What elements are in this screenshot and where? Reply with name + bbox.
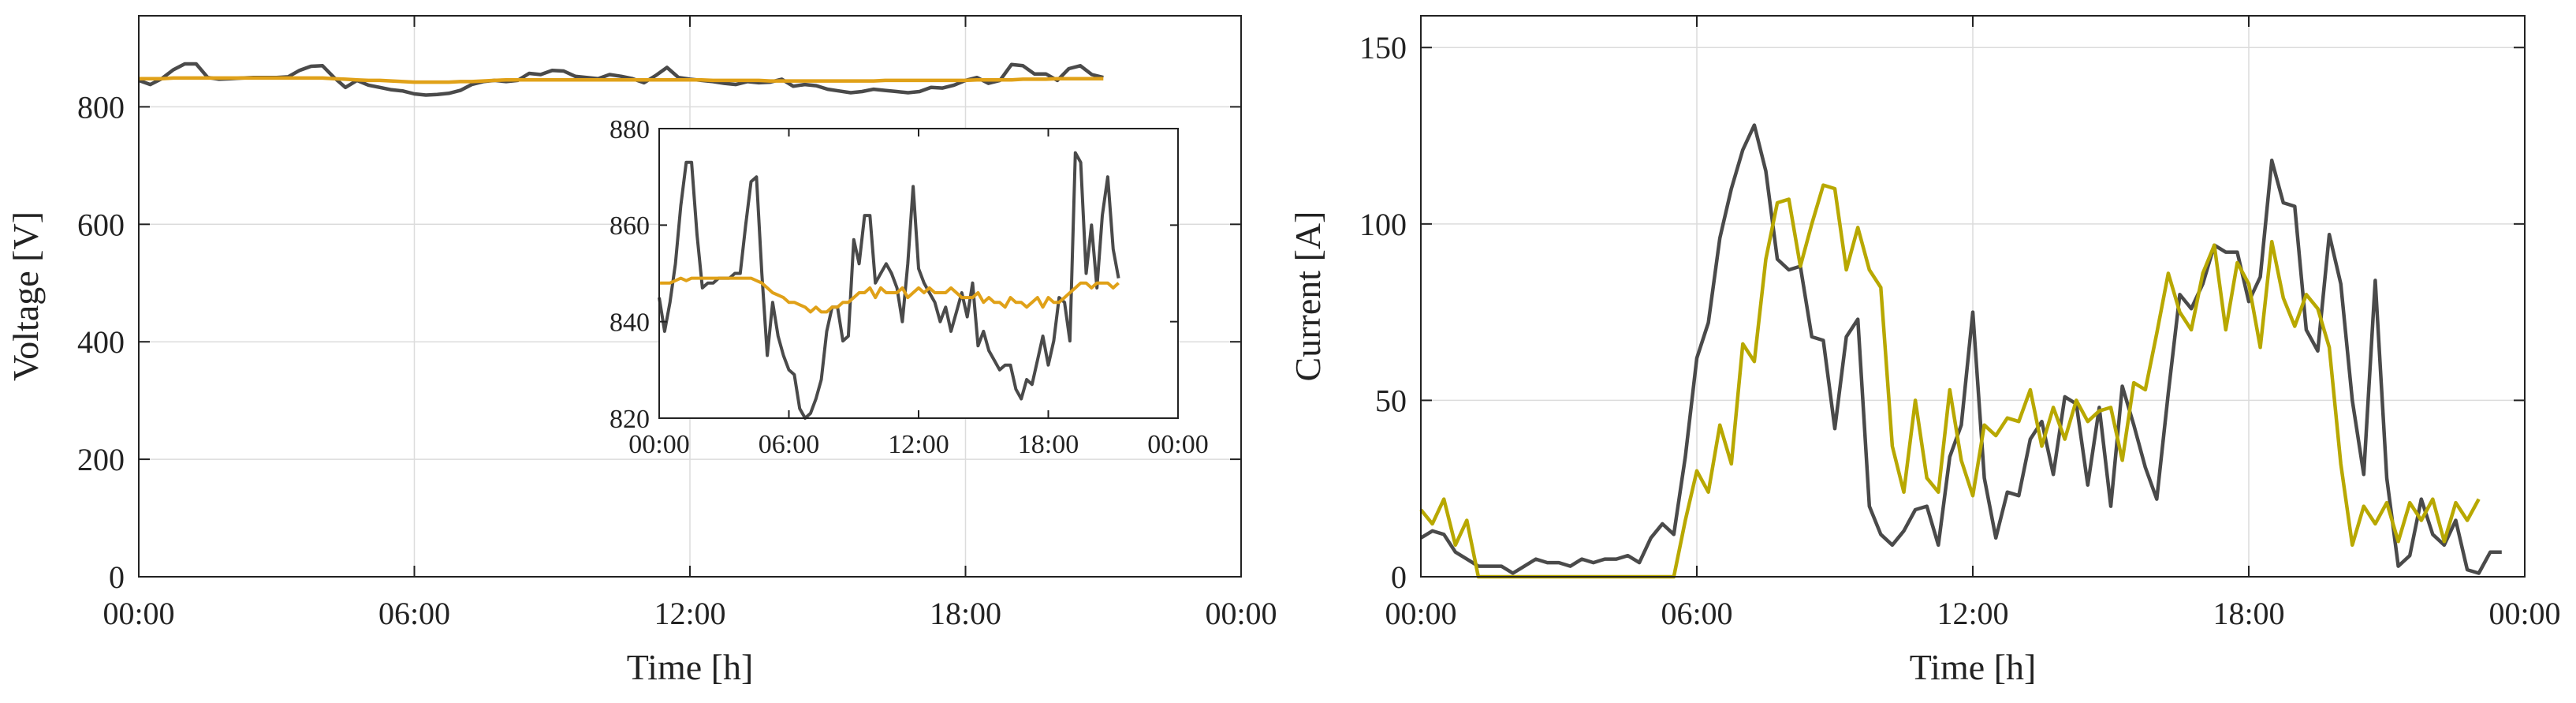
y-tick-label: 860	[610, 211, 650, 241]
y-tick-label: 840	[610, 308, 650, 338]
x-tick-label: 00:00	[1147, 430, 1208, 459]
y-tick-label: 400	[77, 324, 125, 360]
x-tick-label: 18:00	[1018, 430, 1079, 459]
series-line-1	[1419, 123, 2502, 575]
x-tick-label: 00:00	[103, 596, 174, 631]
x-tick-label: 00:00	[1205, 596, 1277, 631]
x-tick-label: 00:00	[2488, 596, 2560, 631]
x-axis-label: Time [h]	[1910, 647, 2037, 687]
y-tick-label: 0	[109, 559, 125, 595]
x-tick-label: 06:00	[378, 596, 450, 631]
plot-area	[659, 129, 1178, 418]
y-tick-label: 820	[610, 405, 650, 434]
y-tick-label: 200	[77, 442, 125, 477]
y-axis-label: Voltage [V]	[6, 211, 46, 381]
x-tick-label: 00:00	[1385, 596, 1456, 631]
series-line-1	[138, 62, 1104, 97]
y-tick-label: 0	[1391, 559, 1407, 595]
series-line-2	[139, 76, 1104, 84]
y-tick-label: 880	[610, 115, 650, 144]
x-tick-label: 18:00	[2213, 596, 2284, 631]
series-line-1	[658, 151, 1120, 420]
x-tick-label: 06:00	[1661, 596, 1732, 631]
y-tick-label: 100	[1359, 207, 1407, 242]
x-tick-label: 12:00	[888, 430, 949, 459]
y-axis-label: Current [A]	[1288, 211, 1328, 382]
y-tick-label: 800	[77, 89, 125, 125]
x-tick-label: 12:00	[1937, 596, 2008, 631]
x-axis-label: Time [h]	[627, 647, 754, 687]
x-tick-label: 06:00	[759, 430, 819, 459]
series-line-2	[659, 276, 1120, 314]
y-tick-label: 600	[77, 207, 125, 242]
x-tick-label: 12:00	[654, 596, 725, 631]
y-tick-label: 50	[1375, 383, 1407, 418]
x-tick-label: 00:00	[628, 430, 689, 459]
y-tick-label: 150	[1359, 30, 1407, 65]
x-tick-label: 18:00	[930, 596, 1001, 631]
